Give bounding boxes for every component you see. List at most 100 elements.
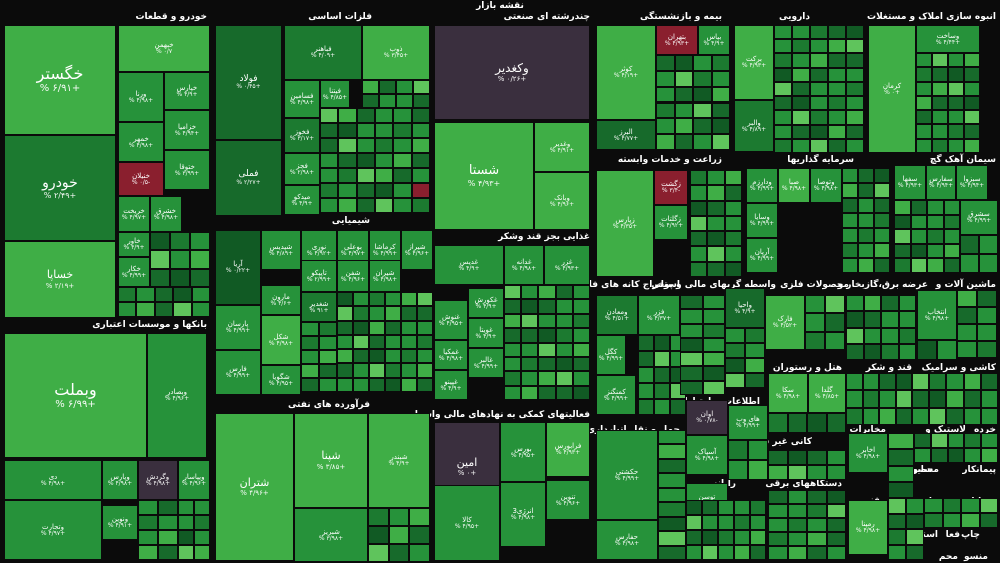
minor-stock-tile[interactable] [906, 529, 924, 545]
minor-stock-tile[interactable] [979, 498, 998, 513]
minor-stock-tile[interactable] [702, 323, 725, 338]
minor-stock-tile[interactable] [337, 292, 353, 307]
minor-stock-tile[interactable] [724, 215, 742, 232]
minor-stock-tile[interactable] [718, 545, 734, 560]
minor-stock-tile[interactable] [881, 311, 899, 328]
minor-stock-tile[interactable] [787, 450, 807, 465]
minor-stock-tile[interactable] [521, 299, 539, 314]
minor-stock-tile[interactable] [943, 214, 960, 230]
minor-stock-tile[interactable] [826, 450, 846, 465]
minor-stock-tile[interactable] [337, 306, 353, 321]
minor-stock-tile[interactable] [320, 108, 339, 123]
minor-stock-tile[interactable] [656, 55, 675, 71]
minor-stock-tile[interactable] [401, 377, 417, 392]
stock-tile[interactable]: غالبر +۴/۹۹ % [468, 348, 504, 378]
minor-stock-tile[interactable] [916, 124, 932, 139]
stock-tile[interactable]: فولاد +۰/۴۵ % [215, 25, 282, 140]
minor-stock-tile[interactable] [810, 81, 828, 97]
minor-stock-tile[interactable] [957, 324, 977, 341]
minor-stock-tile[interactable] [170, 268, 190, 287]
minor-stock-tile[interactable] [947, 433, 965, 448]
minor-stock-tile[interactable] [914, 433, 931, 448]
minor-stock-tile[interactable] [680, 380, 703, 395]
minor-stock-tile[interactable] [191, 287, 210, 302]
minor-stock-tile[interactable] [320, 168, 339, 183]
minor-stock-tile[interactable] [948, 124, 964, 139]
minor-stock-tile[interactable] [774, 25, 792, 40]
minor-stock-tile[interactable] [658, 545, 686, 560]
minor-stock-tile[interactable] [977, 324, 997, 341]
minor-stock-tile[interactable] [948, 81, 964, 96]
minor-stock-tile[interactable] [301, 322, 319, 336]
minor-stock-tile[interactable] [898, 343, 916, 360]
stock-tile[interactable]: غمکیا +۴/۹۸ % [434, 340, 468, 370]
minor-stock-tile[interactable] [362, 94, 379, 108]
minor-stock-tile[interactable] [711, 102, 730, 119]
minor-stock-tile[interactable] [745, 343, 765, 358]
stock-tile[interactable]: سفها +۴/۹۳ % [894, 165, 926, 200]
minor-stock-tile[interactable] [393, 183, 412, 198]
minor-stock-tile[interactable] [337, 349, 353, 364]
minor-stock-tile[interactable] [927, 243, 944, 259]
minor-stock-tile[interactable] [411, 123, 430, 138]
minor-stock-tile[interactable] [301, 336, 319, 350]
minor-stock-tile[interactable] [194, 545, 210, 560]
stock-tile[interactable]: ویپاسار +۴/۹۶ % [178, 460, 210, 500]
minor-stock-tile[interactable] [957, 307, 977, 324]
stock-tile[interactable]: خزامیا +۴/۹۴ % [164, 110, 210, 150]
minor-stock-tile[interactable] [538, 299, 556, 314]
minor-stock-tile[interactable] [138, 545, 158, 560]
minor-stock-tile[interactable] [320, 183, 339, 198]
minor-stock-tile[interactable] [929, 373, 947, 391]
minor-stock-tile[interactable] [917, 340, 937, 360]
minor-stock-tile[interactable] [914, 448, 931, 463]
minor-stock-tile[interactable] [948, 95, 964, 111]
stock-tile[interactable]: زگشت -۳/۴ % [654, 170, 688, 205]
minor-stock-tile[interactable] [734, 530, 750, 545]
minor-stock-tile[interactable] [707, 246, 725, 262]
stock-tile[interactable]: خپارس +۴/۹ % [164, 72, 210, 110]
minor-stock-tile[interactable] [680, 337, 703, 353]
minor-stock-tile[interactable] [319, 322, 337, 336]
stock-tile[interactable]: کالا +۴/۹۵ % [434, 485, 500, 561]
minor-stock-tile[interactable] [964, 53, 980, 68]
stock-tile[interactable]: خساپا +۲/۱۹ % [4, 241, 116, 318]
minor-stock-tile[interactable] [338, 123, 357, 138]
minor-stock-tile[interactable] [670, 399, 686, 415]
minor-stock-tile[interactable] [828, 96, 846, 111]
stock-tile[interactable]: سفارس +۴/۹۴ % [926, 165, 956, 200]
stock-tile[interactable]: شیران +۴/۹۸ % [369, 260, 401, 292]
minor-stock-tile[interactable] [964, 124, 980, 139]
minor-stock-tile[interactable] [393, 123, 412, 138]
minor-stock-tile[interactable] [413, 80, 430, 94]
minor-stock-tile[interactable] [707, 231, 725, 247]
minor-stock-tile[interactable] [658, 444, 686, 459]
minor-stock-tile[interactable] [964, 448, 982, 463]
minor-stock-tile[interactable] [858, 213, 874, 228]
minor-stock-tile[interactable] [368, 544, 389, 562]
minor-stock-tile[interactable] [888, 465, 914, 482]
minor-stock-tile[interactable] [895, 373, 912, 391]
minor-stock-tile[interactable] [942, 498, 961, 513]
minor-stock-tile[interactable] [353, 292, 369, 307]
minor-stock-tile[interactable] [810, 138, 828, 153]
minor-stock-tile[interactable] [654, 351, 670, 367]
minor-stock-tile[interactable] [894, 214, 911, 230]
minor-stock-tile[interactable] [504, 328, 522, 343]
minor-stock-tile[interactable] [981, 448, 998, 463]
minor-stock-tile[interactable] [658, 458, 686, 474]
minor-stock-tile[interactable] [888, 513, 906, 529]
stock-tile[interactable]: شپنا +۳/۸۵ % [294, 413, 368, 508]
minor-stock-tile[interactable] [724, 200, 742, 216]
minor-stock-tile[interactable] [504, 313, 522, 329]
minor-stock-tile[interactable] [320, 198, 339, 213]
stock-tile[interactable]: فملی +۲/۲۷ % [215, 140, 282, 216]
minor-stock-tile[interactable] [810, 39, 828, 54]
minor-stock-tile[interactable] [170, 250, 190, 269]
minor-stock-tile[interactable] [828, 81, 846, 97]
minor-stock-tile[interactable] [393, 168, 412, 183]
stock-tile[interactable]: شیراز +۴/۹۶ % [401, 230, 433, 270]
minor-stock-tile[interactable] [409, 526, 430, 544]
minor-stock-tile[interactable] [916, 138, 932, 153]
minor-stock-tile[interactable] [846, 67, 864, 82]
